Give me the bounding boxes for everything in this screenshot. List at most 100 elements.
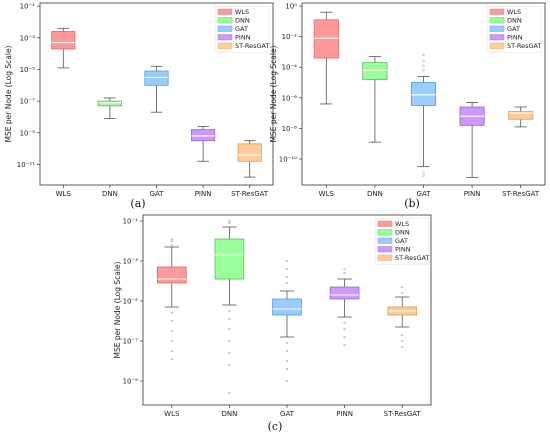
panel-c: 10⁻¹ 10⁻³ 10⁻⁵ 10⁻⁷ 10⁻⁹ MSE per Node (Log Sc… (113, 214, 432, 433)
panel-a: 10⁻¹ 10⁻³ 10⁻⁵ 10⁻⁷ 10⁻⁹ 10⁻¹¹ MSE per Node (L… (4, 2, 274, 210)
outlier-point (228, 317, 231, 321)
legend-swatch (377, 220, 393, 227)
x-tick-label: GAT (280, 410, 295, 418)
y-tick-label: 10⁻¹⁰ (279, 156, 297, 164)
outlier-point (422, 60, 425, 63)
box-wls (156, 266, 187, 284)
y-tick-label: 10⁻⁷ (123, 338, 139, 346)
x-tick-label: ST-ResGAT (231, 190, 269, 198)
legend-swatch (489, 42, 505, 49)
outlier-point (285, 281, 289, 285)
x-tick-label: ST-ResGAT (502, 190, 540, 198)
outlier-point (343, 335, 346, 339)
outlier-point (343, 327, 346, 331)
box-gat (272, 298, 302, 316)
legend-swatch (217, 8, 233, 15)
y-tick-label: 10⁻⁵ (20, 66, 36, 74)
legend-label: GAT (395, 237, 408, 245)
outlier-point (343, 343, 346, 347)
box-wls (313, 19, 339, 59)
outlier-point (422, 171, 425, 174)
outlier-point (228, 327, 231, 331)
legend-swatch (217, 25, 233, 32)
outlier-point (285, 259, 289, 263)
x-tick-label: GAT (417, 190, 432, 198)
y-tick-label: 10⁻⁸ (282, 125, 298, 133)
legend-swatch (489, 25, 505, 32)
legend-swatch (217, 42, 233, 49)
y-axis-label: MSE per Node (Log Scale) (269, 45, 278, 142)
outlier-point (285, 267, 289, 271)
legend-label: DNN (507, 17, 522, 25)
panel-caption: (a) (130, 197, 145, 210)
outlier-point (170, 319, 173, 323)
legend-swatch (489, 17, 505, 24)
legend-swatch (377, 237, 393, 244)
outlier-point (343, 321, 346, 325)
x-tick-label: PINN (464, 190, 481, 198)
x-tick-label: WLS (164, 410, 180, 418)
y-tick-label: 10⁻¹¹ (17, 161, 35, 169)
x-tick-label: DNN (367, 190, 383, 198)
y-tick-label: 10⁻¹ (20, 3, 36, 11)
x-tick-label: PINN (336, 410, 353, 418)
x-tick-label: ST-ResGAT (384, 410, 422, 418)
box-pinn (191, 129, 216, 142)
y-axis-label: MSE per Node (Log Scale) (4, 45, 13, 142)
x-tick-label: DNN (102, 190, 118, 198)
y-tick-label: 10⁰ (285, 3, 297, 11)
outlier-point (170, 311, 173, 315)
legend-label: DNN (395, 229, 410, 237)
outlier-point (285, 275, 289, 279)
outlier-point (422, 64, 425, 67)
outlier-point (170, 357, 173, 361)
legend-label: ST-ResGAT (395, 254, 429, 262)
outlier-point (285, 349, 289, 353)
legend-label: WLS (395, 220, 409, 228)
legend-label: PINN (507, 34, 523, 42)
legend-label: GAT (235, 25, 248, 33)
legend-label: WLS (235, 8, 249, 16)
legend-label: ST-ResGAT (507, 42, 541, 50)
box-dnn (214, 238, 245, 280)
box-gat (410, 82, 437, 106)
y-tick-label: 10⁻⁵ (123, 298, 139, 306)
outlier-point (228, 221, 231, 225)
y-tick-label: 10⁻⁶ (282, 94, 298, 102)
box-pinn (329, 286, 360, 300)
outlier-point (228, 309, 231, 313)
box-dnn (362, 62, 388, 80)
legend-swatch (217, 17, 233, 24)
outlier-point (401, 285, 404, 289)
box-gat (144, 70, 169, 86)
legend-label: PINN (235, 34, 251, 42)
outlier-point (422, 69, 425, 72)
legend-label: GAT (507, 25, 520, 33)
x-tick-label: GAT (150, 190, 165, 198)
legend-swatch (377, 254, 393, 261)
box-dnn (97, 100, 122, 107)
outlier-point (343, 271, 346, 275)
outlier-point (401, 333, 404, 337)
outlier-point (285, 367, 289, 371)
y-tick-label: 10⁻⁹ (20, 129, 36, 137)
panel-caption: (c) (268, 420, 283, 433)
legend-label: WLS (507, 8, 521, 16)
outlier-point (228, 351, 231, 355)
x-tick-label: WLS (56, 190, 72, 198)
y-axis-label: MSE per Node (Log Scale) (113, 261, 122, 358)
outlier-point (228, 391, 231, 395)
outlier-point (401, 291, 404, 295)
x-tick-label: DNN (221, 410, 237, 418)
legend-label: ST-ResGAT (235, 42, 269, 50)
outlier-point (170, 329, 173, 333)
outlier-point (170, 349, 173, 353)
y-tick-label: 10⁻² (282, 33, 298, 41)
outlier-point (285, 341, 289, 345)
legend-label: DNN (235, 17, 250, 25)
outlier-point (170, 243, 173, 247)
y-tick-label: 10⁻⁷ (20, 98, 36, 106)
outlier-point (343, 267, 346, 271)
y-tick-label: 10⁻³ (123, 258, 139, 266)
outlier-point (422, 174, 425, 177)
